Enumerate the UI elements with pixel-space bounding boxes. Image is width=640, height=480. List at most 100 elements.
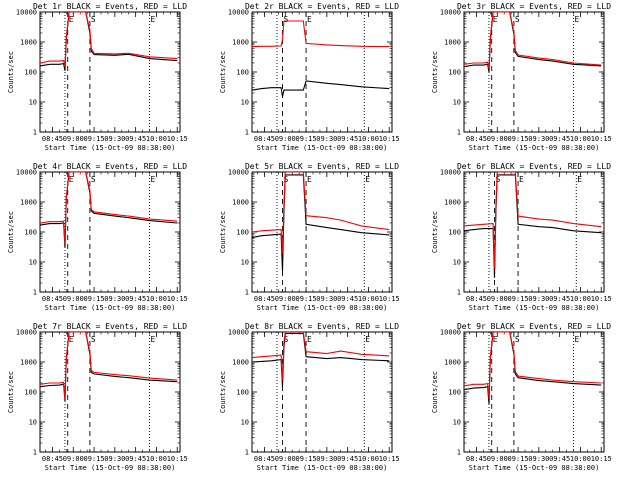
plot-frame [251, 331, 393, 453]
x-axis-label: Start Time (15-Oct-09 08:38:00) [45, 464, 176, 472]
x-tick-label: 09:00 [63, 455, 84, 463]
x-axis-label: Start Time (15-Oct-09 08:38:00) [45, 144, 176, 152]
lld-series-line [252, 172, 390, 254]
event-marker-label: E [493, 335, 498, 344]
events-series-line [252, 174, 390, 272]
x-tick-label: 09:00 [487, 135, 508, 143]
x-tick-label: 09:30 [316, 295, 337, 303]
events-series-line [464, 12, 602, 73]
y-axis-label: Counts/sec [219, 211, 227, 253]
events-series-line [252, 80, 390, 97]
x-tick-label: 09:00 [275, 295, 296, 303]
y-tick-label: 10 [29, 419, 37, 427]
x-axis-label: Start Time (15-Oct-09 08:38:00) [469, 464, 600, 472]
panel-1: Det 1r BLACK = Events, RED = LLD 1 10 100 10… [7, 2, 188, 152]
series-group [252, 172, 390, 272]
y-tick-label: 1000 [444, 39, 461, 47]
y-tick-label: 10 [241, 99, 249, 107]
event-marker-label: E [307, 335, 312, 344]
y-tick-label: 1000 [232, 359, 249, 367]
plot-frame [251, 11, 393, 133]
y-tick-label: 100 [24, 389, 37, 397]
x-tick-label: 09:15 [296, 295, 317, 303]
y-axis-label: Counts/sec [431, 371, 439, 413]
x-tick-label: 09:45 [549, 295, 570, 303]
x-tick-label: 08:45 [42, 135, 63, 143]
x-tick-label: 09:30 [104, 455, 125, 463]
event-marker-label: E [575, 15, 580, 24]
x-tick-label: 09:45 [125, 135, 146, 143]
x-axis-label: Start Time (15-Oct-09 08:38:00) [45, 304, 176, 312]
event-marker-label: S [283, 175, 288, 184]
event-marker-label: E [365, 175, 370, 184]
event-marker-label: E [69, 15, 74, 24]
x-tick-label: 08:45 [42, 455, 63, 463]
x-tick-label: 09:15 [508, 135, 529, 143]
y-axis-label: Counts/sec [431, 51, 439, 93]
y-tick-label: 10 [29, 99, 37, 107]
y-tick-label: 10000 [228, 169, 249, 177]
panel-9: Det 9r BLACK = Events, RED = LLD 1 10 100 10… [431, 322, 612, 472]
y-tick-label: 10000 [16, 329, 37, 337]
chart-title: Det 4r BLACK = Events, RED = LLD [33, 162, 187, 171]
event-marker-label: S [91, 175, 96, 184]
event-marker-label: S [495, 175, 500, 184]
events-series-line [40, 332, 178, 402]
x-tick-label: 08:45 [466, 295, 487, 303]
event-marker-label: E [365, 335, 370, 344]
x-tick-label: 09:45 [337, 455, 358, 463]
y-tick-label: 10 [241, 259, 249, 267]
events-series-line [464, 174, 602, 278]
event-marker-label: E [69, 175, 74, 184]
x-tick-label: 09:15 [296, 455, 317, 463]
panel-6: Det 6r BLACK = Events, RED = LLD 1 10 100 10… [431, 162, 612, 312]
y-axis-label: Counts/sec [7, 211, 15, 253]
x-tick-label: 10:15 [591, 295, 612, 303]
x-tick-label: 09:15 [84, 455, 105, 463]
y-tick-label: 1000 [20, 199, 37, 207]
y-tick-label: 1000 [20, 359, 37, 367]
x-tick-label: 09:45 [337, 295, 358, 303]
y-tick-label: 1 [245, 449, 249, 457]
y-axis-label: Counts/sec [7, 51, 15, 93]
x-tick-label: 10:00 [146, 295, 167, 303]
y-tick-label: 1 [33, 129, 37, 137]
lld-series-line [464, 172, 602, 269]
y-axis-label: Counts/sec [219, 51, 227, 93]
event-marker-label: E [307, 175, 312, 184]
series-group [40, 12, 178, 71]
events-series-line [40, 12, 178, 71]
panel-4: Det 4r BLACK = Events, RED = LLD 1 10 100 10… [7, 162, 188, 312]
x-tick-label: 09:45 [125, 295, 146, 303]
x-tick-label: 09:00 [275, 455, 296, 463]
y-tick-label: 10 [241, 419, 249, 427]
event-marker-label: E [151, 15, 156, 24]
x-tick-label: 09:30 [104, 295, 125, 303]
x-tick-label: 09:00 [487, 455, 508, 463]
y-tick-label: 10000 [16, 9, 37, 17]
chart-title: Det 3r BLACK = Events, RED = LLD [457, 2, 611, 11]
x-tick-label: 09:30 [316, 135, 337, 143]
event-marker-label: S [283, 15, 288, 24]
x-tick-label: 09:00 [63, 135, 84, 143]
y-tick-label: 1 [457, 289, 461, 297]
x-tick-label: 09:30 [528, 455, 549, 463]
x-tick-label: 09:15 [84, 295, 105, 303]
x-tick-label: 08:45 [42, 295, 63, 303]
chart-title: Det 5r BLACK = Events, RED = LLD [245, 162, 399, 171]
event-marker-label: E [151, 175, 156, 184]
x-tick-label: 09:00 [63, 295, 84, 303]
y-tick-label: 1000 [20, 39, 37, 47]
y-tick-label: 100 [236, 389, 249, 397]
event-marker-label: S [91, 335, 96, 344]
y-axis-label: Counts/sec [431, 211, 439, 253]
x-tick-label: 10:00 [146, 135, 167, 143]
x-axis-label: Start Time (15-Oct-09 08:38:00) [469, 304, 600, 312]
event-marker-label: E [151, 335, 156, 344]
y-axis-label: Counts/sec [219, 371, 227, 413]
lld-series-line [40, 332, 178, 399]
y-tick-label: 1000 [232, 199, 249, 207]
series-group [252, 20, 390, 97]
y-tick-label: 1 [245, 289, 249, 297]
chart-title: Det 7r BLACK = Events, RED = LLD [33, 322, 187, 331]
